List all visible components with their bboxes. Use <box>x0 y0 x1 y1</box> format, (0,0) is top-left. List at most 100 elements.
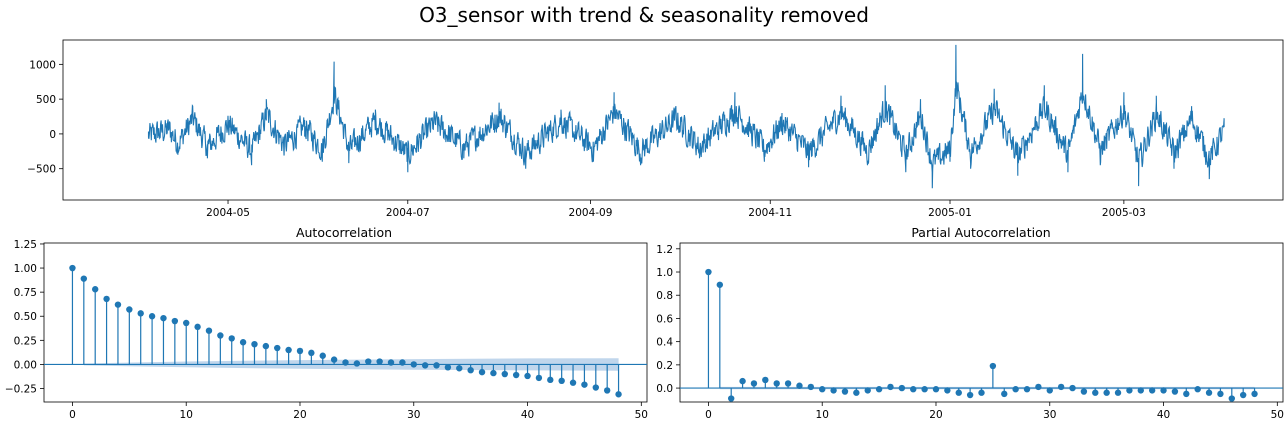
pacf-point <box>1046 387 1053 394</box>
pacf-point <box>1137 387 1144 394</box>
o3-series-line <box>147 44 1225 189</box>
pacf-point <box>762 376 769 384</box>
pacf-point <box>830 387 837 394</box>
pacf-point <box>1069 384 1076 392</box>
acf-axes-frame <box>43 242 648 403</box>
pacf-y-tick-label: 0.4 <box>656 337 673 349</box>
acf-point <box>91 286 99 293</box>
acf-point <box>183 319 190 327</box>
pacf-point <box>1171 388 1179 395</box>
pacf-y-tick-label: 0.6 <box>656 313 673 325</box>
pacf-y-tick-label: 0.2 <box>656 360 673 372</box>
pacf-point <box>1194 386 1201 393</box>
acf-point <box>103 295 110 303</box>
acf-point <box>205 327 213 334</box>
y-tick-label: 1000 <box>29 59 56 71</box>
x-tick-label: 2004-11 <box>748 207 792 219</box>
pacf-point <box>853 389 860 396</box>
acf-x-tick-label: 30 <box>407 409 420 421</box>
pacf-x-tick-label: 20 <box>929 409 942 421</box>
x-tick-label: 2004-07 <box>386 207 430 219</box>
acf-y-tick-label: 0.75 <box>14 287 37 299</box>
pacf-x-tick-label: 0 <box>705 409 712 421</box>
pacf-point <box>1114 389 1122 396</box>
pacf-point <box>1217 390 1224 398</box>
acf-point <box>399 359 406 366</box>
pacf-point <box>750 380 758 387</box>
acf-point <box>478 368 486 376</box>
acf-point <box>592 384 600 391</box>
acf-point <box>274 344 281 352</box>
pacf-x-tick-label: 10 <box>816 409 829 421</box>
pacf-y-tick-label: 0.8 <box>656 290 673 302</box>
acf-point <box>501 370 508 378</box>
time-series-panel: 2004-05 2004-07 2004-09 2004-11 2005-01 2005-… <box>27 39 1284 219</box>
pacf-panel: Partial Autocorrelation 0 10 20 30 40 50 0.0 0.… <box>656 225 1284 421</box>
acf-x-tick-label: 50 <box>635 409 648 421</box>
acf-point <box>410 361 417 368</box>
acf-point <box>376 358 383 365</box>
acf-x-tick-label: 0 <box>69 409 76 421</box>
acf-point <box>262 342 270 350</box>
acf-point <box>444 364 452 371</box>
pacf-point <box>944 387 951 394</box>
pacf-x-tick-label: 50 <box>1271 409 1284 421</box>
acf-y-tick-label: 0.25 <box>14 335 37 347</box>
acf-point <box>342 359 349 366</box>
pacf-point <box>910 386 917 393</box>
acf-point <box>581 381 588 388</box>
acf-y-tick-label: 0.50 <box>14 311 37 323</box>
pacf-point <box>716 281 724 288</box>
pacf-point <box>1080 388 1088 395</box>
pacf-point <box>989 362 997 370</box>
pacf-point <box>1148 387 1156 394</box>
pacf-point <box>773 380 780 387</box>
acf-point <box>524 372 531 380</box>
acf-point <box>285 346 292 354</box>
time-series-axes-frame <box>62 39 1284 201</box>
acf-point <box>330 356 338 363</box>
acf-x-tick-label: 40 <box>521 409 534 421</box>
pacf-point <box>1057 383 1065 391</box>
pacf-point <box>705 268 712 276</box>
acf-point <box>148 313 156 320</box>
pacf-point <box>1205 389 1213 396</box>
pacf-point <box>1103 389 1110 396</box>
pacf-point <box>1228 395 1236 402</box>
pacf-point <box>898 384 906 392</box>
pacf-point <box>875 386 883 393</box>
pacf-point <box>1126 387 1133 394</box>
acf-point <box>308 349 315 357</box>
pacf-point <box>1160 387 1167 394</box>
acf-point <box>137 310 144 317</box>
acf-point <box>603 387 611 394</box>
figure-title: O3_sensor with trend & seasonality remov… <box>419 3 869 27</box>
acf-point <box>319 352 326 359</box>
acf-point <box>387 359 395 366</box>
acf-point <box>69 264 76 272</box>
pacf-point <box>739 377 746 385</box>
pacf-point <box>887 383 894 391</box>
pacf-x-tick-label: 40 <box>1157 409 1170 421</box>
acf-point <box>365 358 372 365</box>
pacf-point <box>955 389 962 396</box>
acf-point <box>547 376 554 384</box>
pacf-point <box>1023 386 1031 393</box>
pacf-point <box>1239 391 1247 399</box>
pacf-point <box>966 391 974 399</box>
acf-title: Autocorrelation <box>296 225 392 240</box>
acf-point <box>171 317 179 325</box>
x-tick-label: 2005-03 <box>1102 207 1146 219</box>
acf-x-tick-label: 10 <box>180 409 193 421</box>
pacf-point <box>1092 389 1099 396</box>
acf-point <box>217 332 224 339</box>
y-tick-label: 500 <box>36 94 56 106</box>
pacf-point <box>978 389 985 396</box>
pacf-point <box>807 383 815 391</box>
acf-point <box>433 362 440 369</box>
pacf-x-tick-label: 30 <box>1043 409 1056 421</box>
pacf-point <box>819 386 826 393</box>
acf-point <box>512 371 520 379</box>
pacf-point <box>727 395 735 402</box>
